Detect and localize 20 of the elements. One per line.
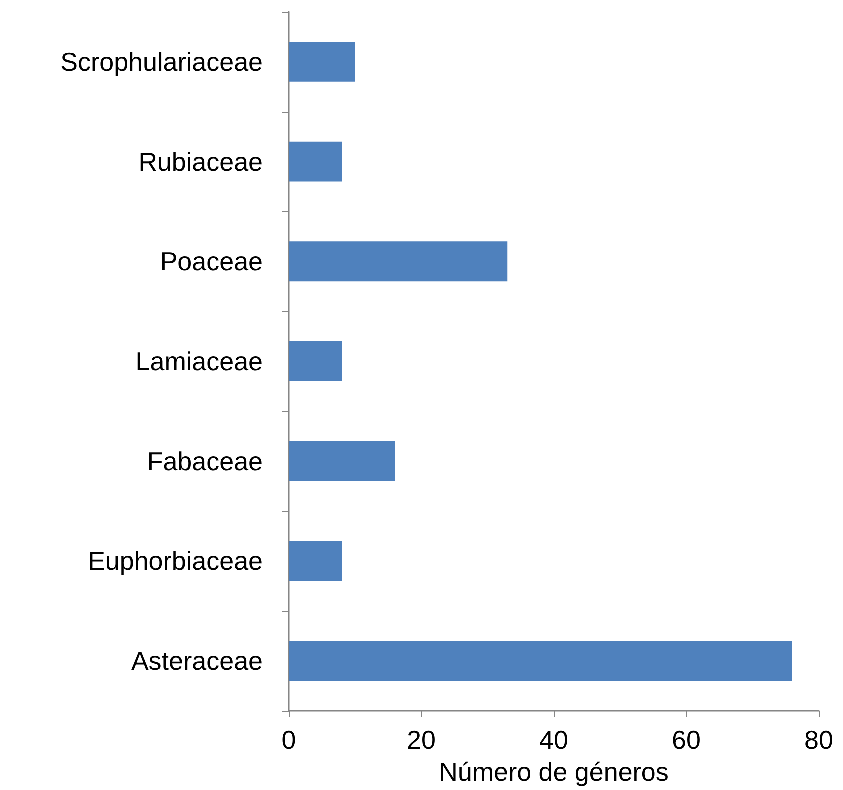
bar — [289, 641, 792, 682]
y-tick-label: Scrophulariaceae — [60, 46, 263, 77]
y-tick-label: Rubiaceae — [138, 146, 263, 177]
bar — [289, 541, 342, 582]
x-tick-label: 80 — [804, 725, 834, 755]
y-tick-label: Poaceae — [160, 246, 263, 277]
y-tick-label: Fabaceae — [147, 446, 263, 476]
y-tick-label: Euphorbiaceae — [88, 546, 263, 576]
x-tick-label: 20 — [407, 725, 436, 755]
y-tick-label: Asteraceae — [131, 646, 263, 676]
x-tick-label: 60 — [672, 725, 701, 755]
bar — [289, 441, 395, 482]
y-tick-label: Lamiaceae — [136, 346, 263, 376]
x-tick-label: 40 — [540, 725, 568, 755]
x-tick-label: 0 — [282, 725, 296, 755]
bar — [289, 142, 342, 182]
bar — [289, 342, 342, 382]
bar — [289, 242, 508, 282]
x-axis-title: Número de géneros — [439, 757, 669, 787]
bar — [289, 42, 356, 82]
